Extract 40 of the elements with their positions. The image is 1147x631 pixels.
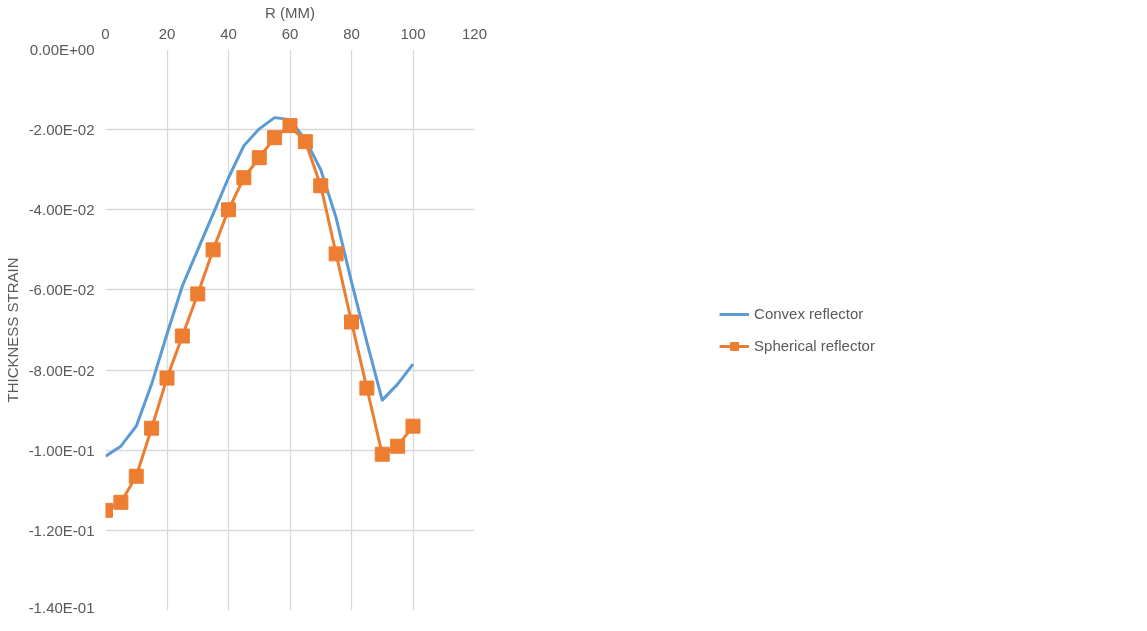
y-tick-label: -4.00E-02 xyxy=(28,201,95,219)
legend-label: Spherical reflector xyxy=(754,337,875,354)
y-tick-label: -6.00E-02 xyxy=(28,281,95,299)
x-tick-label: 40 xyxy=(220,24,237,42)
point xyxy=(313,178,329,194)
point xyxy=(374,446,390,462)
x-tick-label: 100 xyxy=(400,24,426,42)
x-tick-label: 20 xyxy=(158,24,176,42)
point xyxy=(128,468,144,484)
point xyxy=(405,418,421,434)
y-tick-label: -8.00E-02 xyxy=(28,361,95,379)
x-tick-label: 120 xyxy=(461,24,488,42)
x-tick-label: 60 xyxy=(281,24,299,42)
point xyxy=(297,134,313,150)
y-tick-label: -1.00E-01 xyxy=(28,441,95,459)
x-tick-label: 80 xyxy=(343,24,360,42)
y-tick-label: -1.40E-01 xyxy=(28,598,95,616)
point xyxy=(390,438,406,454)
line-series xyxy=(105,116,415,458)
y-tick-label: 0.00E+00 xyxy=(29,41,95,58)
point xyxy=(113,494,129,510)
point xyxy=(159,370,175,386)
y-tick-label: -1.20E-01 xyxy=(28,521,95,539)
point xyxy=(267,130,283,146)
point xyxy=(236,170,252,186)
point xyxy=(205,242,221,258)
point xyxy=(221,202,236,218)
point xyxy=(359,380,375,396)
point xyxy=(282,118,298,134)
point xyxy=(251,150,267,166)
x-axis-title: R (MM) xyxy=(265,3,315,21)
y-tick-label: -2.00E-02 xyxy=(28,121,95,139)
legend-label: Convex reflector xyxy=(754,305,864,322)
point xyxy=(328,246,344,262)
x-tick-label: 0 xyxy=(101,24,110,42)
point xyxy=(144,420,160,436)
point xyxy=(344,314,359,330)
y-axis-title: THICKNESS STRAIN xyxy=(3,257,21,403)
point xyxy=(174,328,190,344)
point xyxy=(190,286,206,302)
